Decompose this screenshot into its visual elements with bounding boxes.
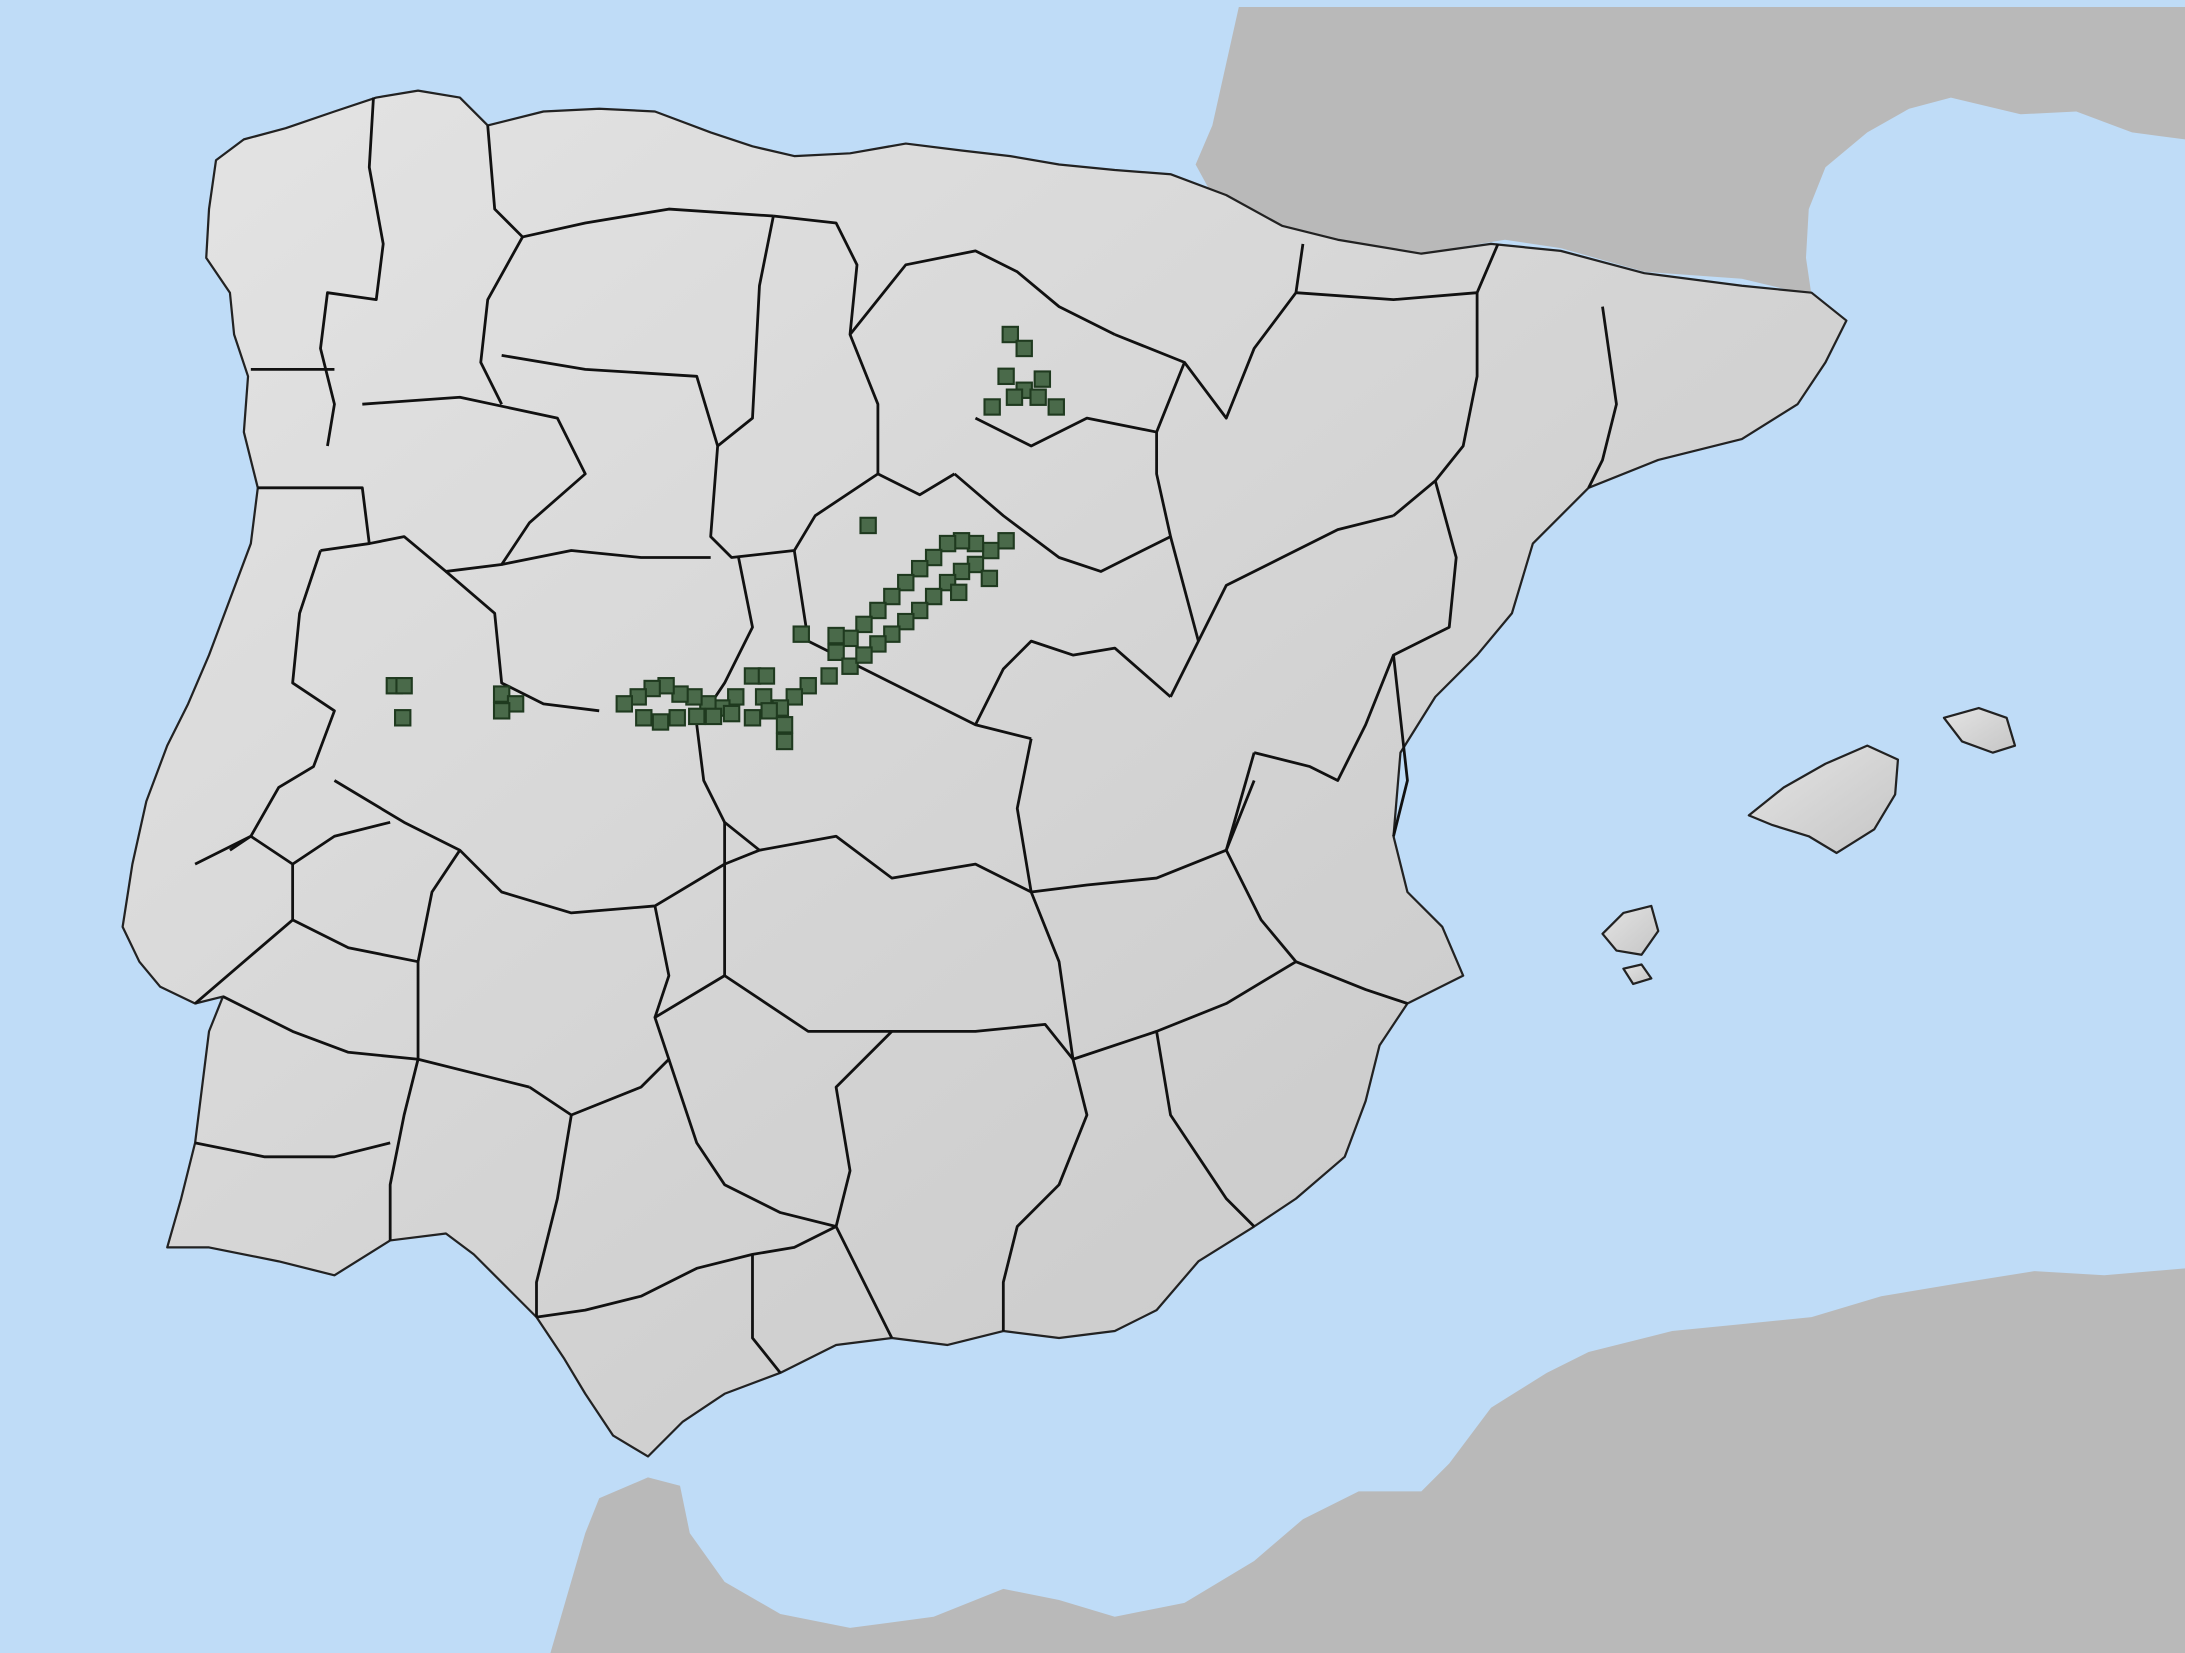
occurrence-cell (792, 625, 810, 643)
occurrence-cell (924, 587, 943, 606)
occurrence-cell (395, 677, 413, 695)
occurrence-cell (1033, 370, 1052, 388)
occurrence-cell (910, 559, 929, 578)
occurrence-cell (827, 643, 845, 661)
occurrence-cell (983, 398, 1001, 416)
occurrence-cell (1005, 388, 1024, 406)
occurrence-cell (775, 732, 794, 751)
occurrence-cell (855, 615, 873, 634)
occurrence-cell (897, 573, 915, 592)
occurrence-cell (869, 635, 887, 653)
occurrence-cell (757, 667, 776, 685)
occurrence-cell (492, 685, 511, 703)
occurrence-cell (997, 367, 1015, 386)
occurrence-cell (668, 709, 686, 727)
occurrence-cell (1029, 388, 1047, 406)
occurrence-cell (883, 625, 901, 643)
occurrence-cell (1015, 339, 1033, 358)
occurrence-cell (950, 583, 968, 602)
occurrence-cell (897, 612, 915, 631)
occurrence-cell (1001, 325, 1019, 344)
occurrence-cell (982, 541, 1000, 560)
occurrence-cell (785, 688, 804, 706)
occurrence-cell (743, 709, 762, 727)
occurrence-cell (760, 702, 778, 720)
occurrence-cell (924, 548, 943, 567)
occurrence-cell (827, 626, 845, 645)
occurrence-cell (883, 587, 901, 606)
occurrence-cell (859, 516, 877, 535)
mallorca-island (1747, 744, 1900, 855)
occurrence-cell (980, 569, 999, 588)
occurrence-cells (385, 325, 1065, 751)
occurrence-cell (869, 601, 887, 620)
occurrence-cell (651, 713, 670, 731)
occurrence-cell (910, 601, 929, 620)
occurrence-cell (855, 646, 873, 664)
occurrence-cell (727, 688, 745, 706)
france-land (1195, 6, 2185, 296)
occurrence-cell (952, 562, 971, 581)
occurrence-cell (938, 534, 957, 553)
occurrence-cell (841, 657, 859, 675)
occurrence-cell (820, 667, 838, 685)
occurrence-cell (775, 716, 794, 734)
occurrence-cell (704, 707, 723, 726)
occurrence-cell (1047, 398, 1065, 416)
north-africa-land (550, 1268, 2185, 1653)
ibiza-island (1601, 904, 1660, 956)
menorca-island (1942, 706, 2017, 754)
occurrence-cell (394, 709, 412, 727)
iberian-peninsula-land (121, 89, 1848, 1458)
occurrence-cell (799, 677, 817, 695)
occurrence-cell (492, 702, 511, 720)
occurrence-cell (615, 695, 633, 713)
occurrence-cell (635, 709, 653, 727)
formentera-island (1622, 963, 1653, 986)
occurrence-cell (688, 707, 706, 726)
occurrence-cell (722, 704, 741, 723)
occurrence-cell (997, 532, 1015, 550)
province-borders (194, 97, 1618, 1374)
